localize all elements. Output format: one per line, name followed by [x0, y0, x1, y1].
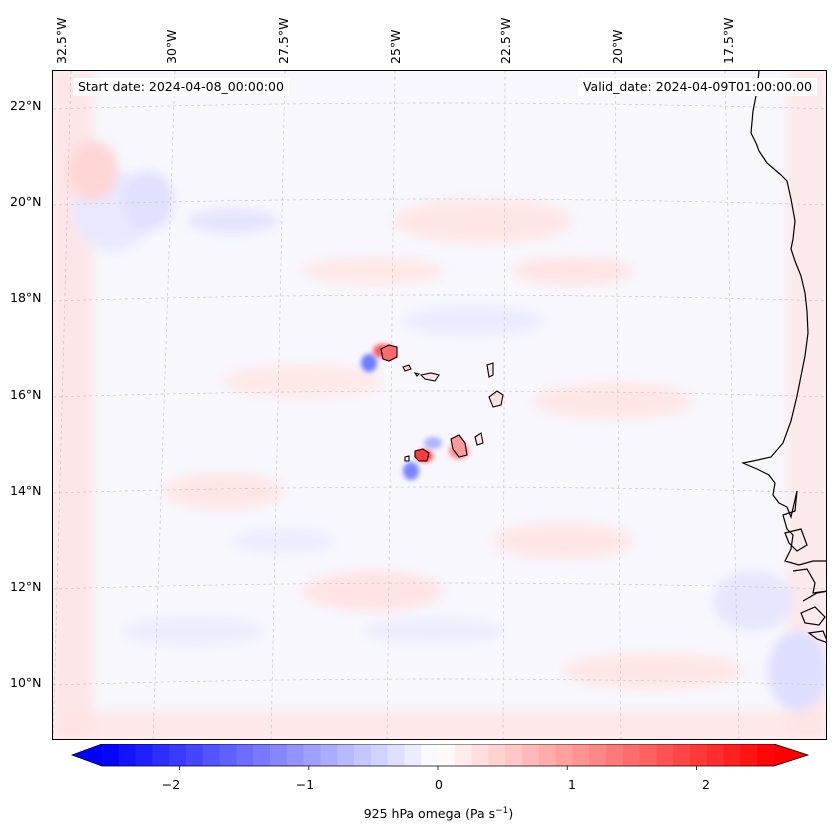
colorbar-band [354, 744, 372, 766]
colorbar-band [522, 744, 540, 766]
colorbar-band [757, 744, 775, 766]
colorbar-band [286, 744, 305, 766]
colorbar-tick-label: −1 [295, 777, 315, 792]
colorbar-band [505, 744, 523, 766]
map-panel [52, 70, 827, 740]
island-boa-vista [488, 390, 504, 408]
colorbar-band [219, 744, 237, 766]
lon-tick-label: 30°W [164, 29, 179, 64]
colorbar-band [589, 744, 607, 766]
lon-tick-label: 25°W [388, 29, 403, 64]
island-fogo [414, 448, 430, 462]
lon-tick-label: 27.5°W [276, 17, 291, 64]
colorbar-tick-label: 0 [435, 777, 443, 792]
valid-date-label: Valid_date: 2024-04-09T01:00:00.00 [577, 78, 817, 96]
lon-tick-label: 32.5°W [54, 17, 69, 64]
colorbar-band [538, 744, 557, 766]
colorbar-band [202, 744, 221, 766]
colorbar-band [421, 744, 439, 766]
colorbar-extend-max [774, 744, 808, 766]
colorbar-band [488, 744, 506, 766]
colorbar-band [740, 744, 758, 766]
lon-tick-label: 20°W [610, 29, 625, 64]
island-sal [486, 362, 494, 378]
colorbar-band [320, 744, 338, 766]
start-date-label: Start date: 2024-04-08_00:00:00 [73, 78, 289, 96]
colorbar-band [404, 744, 422, 766]
colorbar-tick-label: −2 [161, 777, 181, 792]
colorbar-band [438, 744, 456, 766]
graticule [53, 71, 826, 739]
colorbar-bands [70, 744, 810, 767]
colorbar-band [186, 744, 204, 766]
colorbar-band [118, 744, 137, 766]
colorbar-outline [70, 744, 810, 767]
colorbar-band [270, 744, 288, 766]
island-santa-luzia [413, 372, 421, 377]
island-santiago [450, 434, 468, 458]
cape-verde-islands [380, 344, 504, 462]
colorbar [70, 744, 810, 770]
lat-tick-label: 10°N [10, 675, 42, 690]
colorbar-band [656, 744, 674, 766]
colorbar-band [253, 744, 271, 766]
colorbar-band [622, 744, 641, 766]
colorbar-tick-label: 2 [702, 777, 710, 792]
lon-tick-label: 22.5°W [498, 17, 513, 64]
lat-tick-label: 16°N [10, 387, 42, 402]
colorbar-band [387, 744, 405, 766]
colorbar-band [639, 744, 657, 766]
colorbar-band [337, 744, 355, 766]
colorbar-band [706, 744, 725, 766]
lat-tick-label: 18°N [10, 290, 42, 305]
colorbar-band [690, 744, 708, 766]
colorbar-band [606, 744, 624, 766]
colorbar-band [572, 744, 590, 766]
colorbar-band [723, 744, 741, 766]
colorbar-band [303, 744, 321, 766]
lon-tick-label: 17.5°W [721, 17, 736, 64]
africa-coastline [740, 71, 826, 566]
lat-tick-label: 14°N [10, 483, 42, 498]
coastlines [740, 71, 826, 643]
colorbar-band [471, 744, 489, 766]
colorbar-band [102, 744, 120, 766]
omega-anomaly-blobs [53, 71, 826, 739]
island-maio [474, 432, 484, 446]
omega-field-map [53, 71, 826, 739]
colorbar-band [135, 744, 153, 766]
colorbar-band [370, 744, 389, 766]
colorbar-tick-label: 1 [568, 777, 576, 792]
colorbar-band [169, 744, 187, 766]
colorbar-band [555, 744, 573, 766]
colorbar-band [673, 744, 691, 766]
colorbar-band [152, 744, 170, 766]
island-brava [404, 455, 410, 462]
island-santo-antao [380, 344, 398, 362]
colorbar-ticks [179, 766, 697, 770]
lat-tick-label: 20°N [10, 194, 42, 209]
colorbar-label: 925 hPa omega (Pa s−1) [363, 806, 514, 822]
colorbar-band [454, 744, 473, 766]
lat-tick-label: 22°N [10, 98, 42, 113]
colorbar-extend-min [72, 744, 102, 766]
island-sao-vicente [402, 364, 412, 372]
lat-tick-label: 12°N [10, 579, 42, 594]
colorbar-band [236, 744, 254, 766]
island-sao-nicolau [419, 372, 440, 382]
